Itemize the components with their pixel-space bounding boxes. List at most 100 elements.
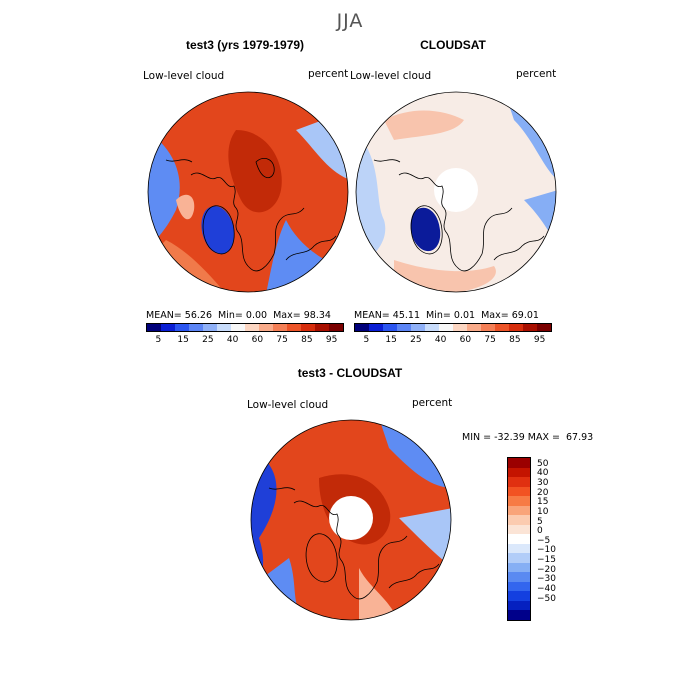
colorbar-tick-label: 40 [226,335,239,345]
diff-border [250,419,452,621]
colorbar-swatch [508,458,530,468]
panel2-title: CLOUDSAT [420,38,486,52]
colorbar-swatch [175,324,189,331]
colorbar-tick-label: −40 [537,584,556,595]
colorbar-tick-label: 5 [537,516,543,527]
colorbar-tick-label: 0 [537,526,543,537]
diff-minmax: MIN = -32.39 MAX = 67.93 [462,432,593,443]
panel2-polar-map [355,91,557,293]
colorbar-swatch [287,324,301,331]
panel1-min-label: Min= [218,310,243,321]
map1-low-cloud-region-west [148,130,180,250]
colorbar-tick-label: 5 [363,335,370,345]
diff-polar-gap [329,496,373,540]
colorbar-swatch [508,524,530,535]
diff-colorbar-ticks: 50 40 30 20 15 10 5 0 −5 −10 −15 −20 −30 −40 −50 [537,457,577,621]
map1-greenland-low [201,206,235,254]
colorbar-tick-label: 75 [484,335,496,345]
colorbar-swatch [508,600,530,611]
colorbar-swatch [273,324,287,331]
colorbar-swatch [537,324,551,331]
colorbar-swatch [508,477,530,487]
colorbar-tick-label: 40 [434,335,447,345]
panel1-title: test3 (yrs 1979-1979) [185,38,305,52]
diff-polar-map [250,419,452,621]
diff-east-negative [399,508,451,568]
diff-coastlines [268,487,440,600]
panel1-variable-label: Low-level cloud [143,70,225,82]
colorbar-tick-label: 15 [177,335,189,345]
diff-colorbar [507,457,531,621]
panel1-stats: MEAN= 56.26 Min= 0.00 Max= 98.34 [146,310,331,321]
colorbar-tick-label: 5 [155,335,162,345]
panel2-mean-value: 45.11 [392,310,420,321]
map2-polar-gap [434,168,478,212]
colorbar-tick-label: 85 [301,335,313,345]
colorbar-tick-label: 20 [537,487,549,498]
panel2-min-label: Min= [426,310,451,321]
colorbar-swatch [231,324,245,331]
colorbar-tick-label: −15 [537,555,556,566]
colorbar-swatch [203,324,217,331]
map2-greenland-low [410,207,441,252]
map2-east-low [524,190,556,250]
diff-panel-title: test3 - CLOUDSAT [297,366,403,380]
diff-min-value: -32.39 [494,432,525,443]
colorbar-swatch [369,324,383,331]
colorbar-tick-label: 60 [459,335,472,345]
panel2-colorbar: 5 15 25 40 60 75 85 95 [354,323,552,345]
colorbar-tick-label: 15 [537,497,549,508]
colorbar-swatch [481,324,495,331]
colorbar-tick-label: 60 [251,335,264,345]
colorbar-swatch [425,324,439,331]
panel1-colorbar: 5 15 25 40 60 75 85 95 [146,323,344,345]
panel2-stats: MEAN= 45.11 Min= 0.01 Max= 69.01 [354,310,539,321]
colorbar-swatch [508,496,530,506]
colorbar-swatch [217,324,231,331]
panel2-min-value: 0.01 [453,310,476,321]
panel2-units-label: percent [516,68,557,80]
map1-light-patch [176,194,195,220]
panel1-colorbar-ticks: 5 15 25 40 60 75 85 95 [146,335,344,345]
colorbar-swatch [397,324,411,331]
panel1-polar-map [147,91,349,293]
panel1-min-value: 0.00 [245,310,268,321]
map2-coastlines [373,159,545,272]
colorbar-tick-label: 25 [410,335,422,345]
diff-max-value: 67.93 [566,432,594,443]
colorbar-tick-label: 95 [325,335,338,345]
colorbar-tick-label: 50 [537,458,549,469]
map1-coastlines [165,158,337,272]
colorbar-swatch [355,324,369,331]
diff-units-label: percent [412,397,453,409]
map1-arctic-high [228,130,282,213]
colorbar-swatch [383,324,397,331]
colorbar-swatch [508,534,530,544]
diff-max-label: MAX = [527,432,560,443]
colorbar-swatch [508,543,530,554]
colorbar-tick-label: 75 [276,335,288,345]
map1-border [147,91,349,293]
colorbar-tick-label: 10 [537,506,549,517]
colorbar-swatch [259,324,273,331]
colorbar-swatch [508,553,530,563]
panel1-max-value: 98.34 [303,310,331,321]
diff-min-label: MIN = [462,432,492,443]
colorbar-tick-label: 95 [533,335,546,345]
colorbar-swatch [147,324,161,331]
colorbar-tick-label: −20 [537,564,556,575]
colorbar-tick-label: 30 [537,477,549,488]
colorbar-swatch [453,324,467,331]
colorbar-swatch [411,324,425,331]
panel2-colorbar-swatches [354,323,552,332]
panel2-max-value: 69.01 [511,310,539,321]
panel2-variable-label: Low-level cloud [350,70,432,82]
colorbar-swatch [189,324,203,331]
colorbar-swatch [301,324,315,331]
colorbar-tick-label: 40 [537,468,549,479]
colorbar-swatch [245,324,259,331]
colorbar-swatch [508,562,530,573]
colorbar-swatch [508,515,530,525]
colorbar-tick-label: −30 [537,574,556,585]
diff-variable-label: Low-level cloud [247,399,329,411]
